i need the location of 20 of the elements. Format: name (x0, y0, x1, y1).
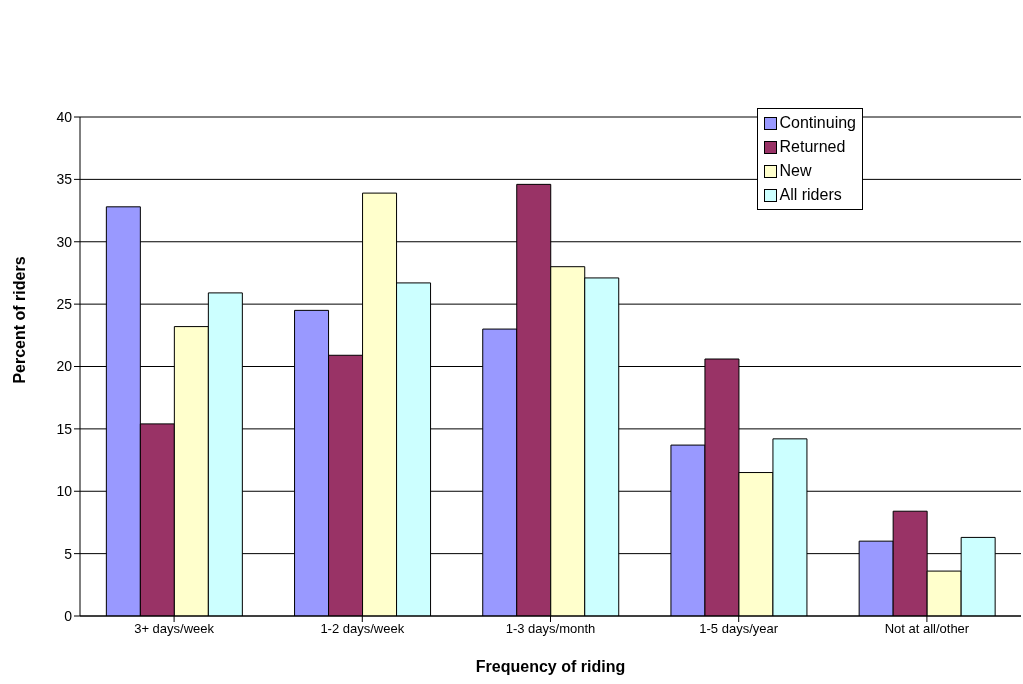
x-tick-label: 1-2 days/week (320, 621, 405, 637)
y-tick-label: 10 (56, 483, 73, 500)
y-tick-label: 0 (64, 607, 73, 624)
x-tick-label: Not at all/other (884, 621, 970, 637)
y-tick-label: 25 (56, 296, 73, 313)
y-tick-label: 20 (56, 358, 73, 375)
y-tick-label: 15 (56, 420, 73, 437)
x-tick-label: 1-3 days/month (505, 621, 596, 637)
legend-label: All riders (779, 185, 842, 205)
y-tick-label: 40 (56, 108, 73, 125)
x-tick-label: 1-5 days/year (699, 621, 779, 637)
legend-label: Continuing (779, 113, 856, 133)
legend-label: New (779, 161, 812, 181)
y-axis-title: Percent of riders (11, 256, 29, 384)
y-tick-label: 5 (64, 545, 73, 562)
legend-label: Returned (779, 137, 846, 157)
x-tick-label: 3+ days/week (134, 621, 215, 637)
y-tick-label: 35 (56, 171, 73, 188)
x-axis-title: Frequency of riding (475, 658, 626, 675)
y-tick-label: 30 (56, 233, 73, 250)
